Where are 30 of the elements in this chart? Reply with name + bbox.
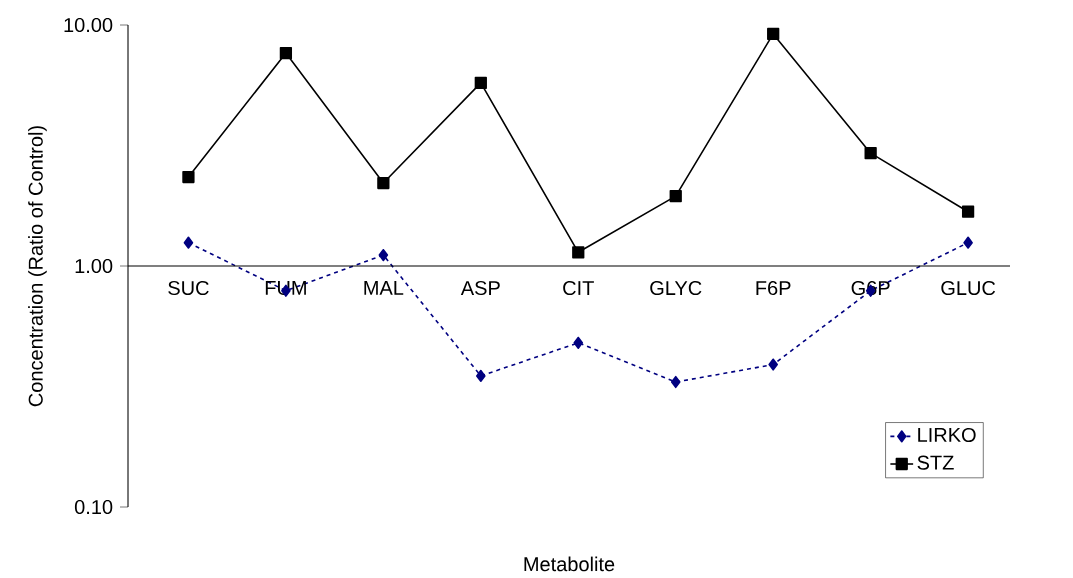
point	[279, 46, 293, 60]
y-axis-title: Concentration (Ratio of Control)	[28, 126, 47, 407]
point	[573, 336, 584, 349]
point	[669, 189, 682, 203]
point	[864, 147, 877, 160]
point	[768, 358, 778, 371]
x-tick-label: GLYC	[650, 280, 702, 296]
point	[572, 246, 585, 259]
point	[476, 369, 486, 383]
point	[183, 236, 194, 249]
point	[377, 176, 390, 190]
point	[474, 76, 487, 90]
y-tick-label: 0.10	[74, 499, 113, 515]
point	[963, 236, 973, 249]
legend-label: STZ	[917, 455, 954, 470]
x-tick-label: F6P	[756, 280, 791, 296]
y-tick-label: 10.00	[64, 17, 113, 33]
x-tick-label: SUC	[168, 280, 209, 296]
x-axis-title: Metabolite	[524, 556, 615, 572]
x-tick-label: GLUC	[941, 280, 996, 296]
legend-label: LIRKO	[918, 427, 976, 443]
point	[182, 170, 195, 184]
y-tick-label: 1.00	[75, 258, 113, 274]
x-tick-label: ASP	[460, 280, 500, 296]
point	[670, 375, 681, 389]
point	[961, 205, 975, 218]
point	[767, 27, 780, 41]
x-tick-label: MAL	[364, 280, 404, 295]
point	[378, 248, 389, 262]
x-tick-label: CIT	[563, 280, 594, 296]
